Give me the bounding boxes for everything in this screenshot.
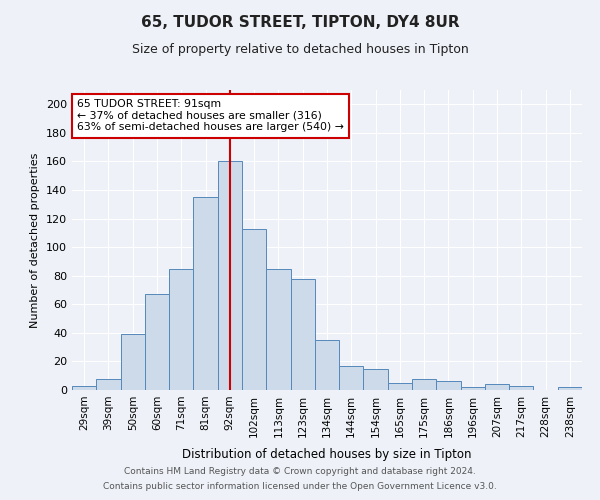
- Bar: [558, 387, 582, 390]
- Bar: [242, 228, 266, 390]
- Text: 65, TUDOR STREET, TIPTON, DY4 8UR: 65, TUDOR STREET, TIPTON, DY4 8UR: [140, 15, 460, 30]
- Bar: [145, 294, 169, 390]
- X-axis label: Distribution of detached houses by size in Tipton: Distribution of detached houses by size …: [182, 448, 472, 461]
- Bar: [266, 268, 290, 390]
- Bar: [193, 197, 218, 390]
- Text: Contains HM Land Registry data © Crown copyright and database right 2024.: Contains HM Land Registry data © Crown c…: [124, 467, 476, 476]
- Text: Size of property relative to detached houses in Tipton: Size of property relative to detached ho…: [131, 42, 469, 56]
- Bar: [315, 340, 339, 390]
- Bar: [364, 368, 388, 390]
- Bar: [461, 387, 485, 390]
- Bar: [485, 384, 509, 390]
- Bar: [96, 378, 121, 390]
- Bar: [121, 334, 145, 390]
- Bar: [72, 386, 96, 390]
- Text: Contains public sector information licensed under the Open Government Licence v3: Contains public sector information licen…: [103, 482, 497, 491]
- Bar: [509, 386, 533, 390]
- Bar: [388, 383, 412, 390]
- Bar: [412, 378, 436, 390]
- Bar: [290, 278, 315, 390]
- Text: 65 TUDOR STREET: 91sqm
← 37% of detached houses are smaller (316)
63% of semi-de: 65 TUDOR STREET: 91sqm ← 37% of detached…: [77, 99, 344, 132]
- Bar: [169, 268, 193, 390]
- Bar: [218, 162, 242, 390]
- Y-axis label: Number of detached properties: Number of detached properties: [31, 152, 40, 328]
- Bar: [339, 366, 364, 390]
- Bar: [436, 382, 461, 390]
